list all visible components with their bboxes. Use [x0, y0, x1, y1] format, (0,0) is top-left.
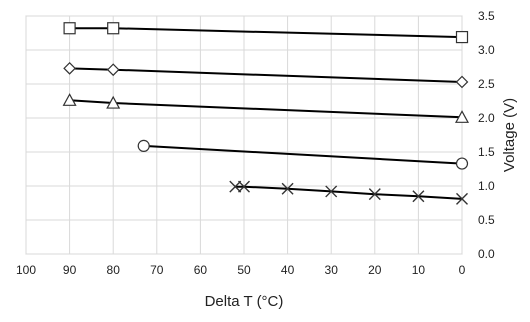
series-5-x-marker — [368, 188, 381, 201]
series-3-triangle-marker — [62, 93, 77, 106]
series-2-diamond-marker — [63, 62, 76, 75]
x-tick-label: 30 — [325, 263, 339, 277]
series-1-square-marker — [107, 22, 120, 35]
y-tick-label: 3.5 — [478, 9, 495, 23]
x-tick-label: 50 — [237, 263, 251, 277]
x-tick-label: 0 — [459, 263, 466, 277]
x-tick-label: 60 — [194, 263, 208, 277]
y-tick-label: 1.5 — [478, 145, 495, 159]
x-tick-label: 90 — [63, 263, 77, 277]
x-tick-label: 20 — [368, 263, 382, 277]
x-tick-label: 10 — [412, 263, 426, 277]
y-axis-ticks: 0.0 0.5 1.0 1.5 2.0 2.5 3.0 3.5 — [478, 9, 495, 261]
x-tick-label: 70 — [150, 263, 164, 277]
series-4-circle-marker — [137, 139, 150, 152]
series-5-x-marker — [412, 190, 425, 203]
series-1-square-marker — [455, 30, 469, 44]
y-tick-label: 2.5 — [478, 77, 495, 91]
series-5-x-marker — [229, 180, 242, 193]
x-tick-label: 100 — [16, 263, 36, 277]
x-axis-title: Delta T (°C) — [205, 293, 284, 310]
y-axis-title: Voltage (V) — [501, 98, 518, 172]
series-4-line — [143, 144, 463, 165]
series-5-x-marker — [325, 185, 338, 198]
series-5-x-marker — [456, 192, 468, 205]
series-3-triangle-marker — [454, 110, 470, 123]
y-tick-label: 1.0 — [478, 179, 495, 193]
series-3-triangle-marker — [106, 95, 121, 109]
series-markers — [62, 22, 470, 205]
series-2-diamond-marker — [106, 63, 120, 77]
y-tick-label: 0.0 — [478, 247, 495, 261]
x-tick-label: 40 — [281, 263, 295, 277]
x-tick-label: 80 — [107, 263, 121, 277]
series-5-x-marker — [281, 182, 294, 195]
series-1-square-marker — [63, 22, 76, 35]
x-axis-ticks: 100 90 80 70 60 50 40 30 20 10 0 — [16, 263, 466, 277]
gridlines — [25, 15, 463, 255]
series-4-circle-marker — [455, 157, 469, 170]
series-2-diamond-marker — [455, 75, 469, 89]
y-tick-label: 0.5 — [478, 213, 495, 227]
y-tick-label: 2.0 — [478, 111, 495, 125]
series-5-x-marker — [238, 180, 250, 193]
y-tick-label: 3.0 — [478, 43, 495, 57]
